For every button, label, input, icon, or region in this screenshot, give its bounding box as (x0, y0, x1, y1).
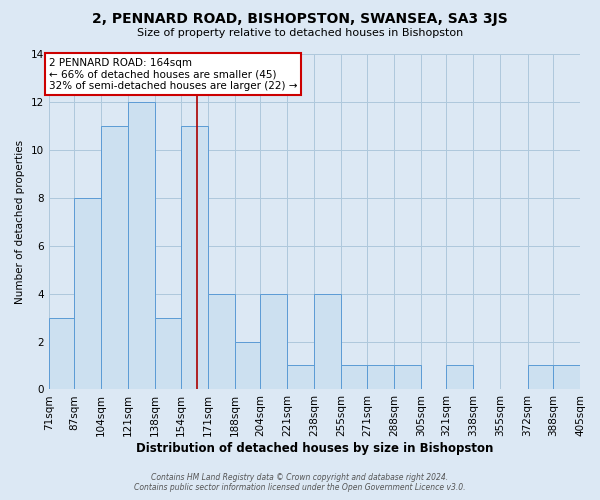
Bar (553, 366, 580, 390)
Bar (74, 198, 101, 390)
Bar (287, 366, 314, 390)
Y-axis label: Number of detached properties: Number of detached properties (15, 140, 25, 304)
Text: 2 PENNARD ROAD: 164sqm
← 66% of detached houses are smaller (45)
32% of semi-det: 2 PENNARD ROAD: 164sqm ← 66% of detached… (49, 58, 297, 91)
Bar (155, 318, 181, 390)
Bar (260, 294, 287, 390)
X-axis label: Distribution of detached houses by size in Bishopston: Distribution of detached houses by size … (136, 442, 493, 455)
Bar (314, 294, 341, 390)
Bar (208, 294, 235, 390)
Bar (181, 126, 208, 390)
Bar (367, 366, 394, 390)
Bar (128, 102, 155, 390)
Text: Contains HM Land Registry data © Crown copyright and database right 2024.
Contai: Contains HM Land Registry data © Crown c… (134, 473, 466, 492)
Bar (101, 126, 128, 390)
Text: 2, PENNARD ROAD, BISHOPSTON, SWANSEA, SA3 3JS: 2, PENNARD ROAD, BISHOPSTON, SWANSEA, SA… (92, 12, 508, 26)
Bar (527, 366, 553, 390)
Bar (341, 366, 367, 390)
Bar (49, 318, 74, 390)
Bar (235, 342, 260, 390)
Bar (394, 366, 421, 390)
Text: Size of property relative to detached houses in Bishopston: Size of property relative to detached ho… (137, 28, 463, 38)
Bar (446, 366, 473, 390)
